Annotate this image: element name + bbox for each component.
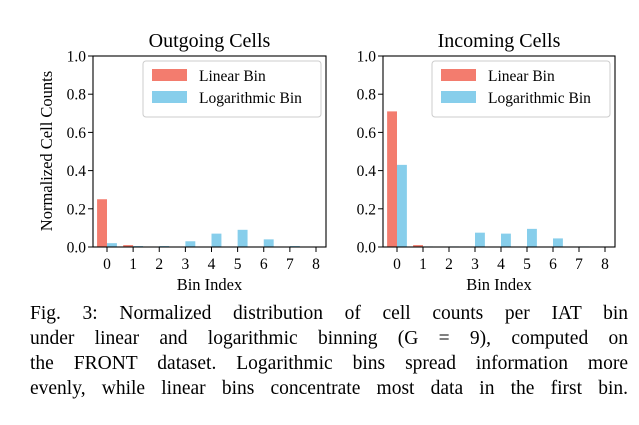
x-tick-label: 6 bbox=[260, 256, 268, 273]
y-tick-label: 0.6 bbox=[357, 125, 377, 142]
y-axis-label: Normalized Cell Counts bbox=[37, 71, 56, 231]
bar-linear-bin bbox=[413, 245, 423, 247]
caption-line: the FRONT dataset. Logarithmic bins spre… bbox=[30, 353, 628, 374]
bar-logarithmic-bin bbox=[185, 241, 196, 247]
bar-logarithmic-bin bbox=[501, 233, 511, 247]
x-tick-label: 5 bbox=[523, 256, 531, 273]
x-axis-label: Bin Index bbox=[177, 275, 243, 294]
y-tick-label: 0.4 bbox=[357, 163, 377, 180]
x-tick-label: 7 bbox=[286, 256, 294, 273]
bar-logarithmic-bin bbox=[475, 232, 485, 247]
y-tick-label: 1.0 bbox=[357, 49, 377, 66]
figure-caption: Fig. 3: Normalized distribution of cell … bbox=[30, 301, 628, 401]
legend-swatch bbox=[152, 69, 187, 81]
x-tick-label: 0 bbox=[103, 256, 111, 273]
x-tick-label: 6 bbox=[549, 256, 557, 273]
legend-box bbox=[431, 60, 611, 118]
y-tick-label: 0.8 bbox=[357, 87, 377, 104]
x-tick-label: 7 bbox=[575, 256, 583, 273]
y-tick-label: 0.2 bbox=[67, 201, 86, 218]
axes-frame bbox=[382, 55, 616, 248]
caption-line: Fig. 3: Normalized distribution of cell … bbox=[30, 303, 628, 324]
x-tick-label: 3 bbox=[182, 256, 190, 273]
x-tick-label: 3 bbox=[471, 256, 479, 273]
bar-logarithmic-bin bbox=[263, 239, 274, 247]
y-tick-label: 0.8 bbox=[67, 87, 87, 104]
y-tick-label: 1.0 bbox=[67, 49, 87, 66]
panel-title: Incoming Cells bbox=[438, 30, 561, 52]
bar-logarithmic-bin bbox=[107, 243, 117, 247]
x-tick-label: 8 bbox=[601, 256, 609, 273]
legend-label: Linear Bin bbox=[199, 68, 266, 85]
y-tick-label: 0.0 bbox=[67, 240, 87, 257]
legend-label: Logarithmic Bin bbox=[199, 90, 302, 107]
legend-swatch bbox=[152, 91, 187, 103]
legend-swatch bbox=[441, 91, 476, 103]
x-tick-label: 1 bbox=[129, 256, 137, 273]
legend-box bbox=[142, 60, 322, 118]
y-tick-label: 0.4 bbox=[67, 163, 87, 180]
x-tick-label: 2 bbox=[445, 256, 453, 273]
legend-swatch bbox=[441, 69, 476, 81]
bar-logarithmic-bin bbox=[211, 233, 222, 247]
y-tick-label: 0.2 bbox=[357, 201, 376, 218]
x-tick-label: 4 bbox=[208, 256, 216, 273]
panel-incoming: Incoming Cells 0.0 0.2 0.4 0.6 0.8 1.0 0 1 2 3 4 5 6 7… bbox=[357, 30, 616, 294]
axes-frame bbox=[92, 55, 327, 248]
caption-line: evenly, while linear bins concentrate mo… bbox=[30, 378, 628, 399]
caption-line: under linear and logarithmic binning (G … bbox=[30, 328, 628, 349]
legend-label: Linear Bin bbox=[488, 68, 555, 85]
chart-area: Normalized Cell Counts Outgoing Cells 0.0… bbox=[37, 30, 616, 294]
x-tick-label: 5 bbox=[234, 256, 242, 273]
x-tick-label: 2 bbox=[155, 256, 163, 273]
bar-linear-bin bbox=[387, 111, 397, 247]
y-tick-label: 0.0 bbox=[357, 240, 377, 257]
figure: Normalized Cell Counts Outgoing Cells 0.0… bbox=[37, 30, 616, 294]
bar-linear-bin bbox=[123, 245, 134, 247]
x-tick-label: 1 bbox=[419, 256, 427, 273]
bar-logarithmic-bin bbox=[237, 229, 248, 247]
y-tick-label: 0.6 bbox=[67, 125, 87, 142]
panel-outgoing: Outgoing Cells 0.0 0.2 0.4 0.6 0.8 1.0 0 1 2 3 4 5 6 7… bbox=[67, 30, 327, 294]
x-axis-label: Bin Index bbox=[466, 275, 532, 294]
bar-linear-bin bbox=[97, 199, 107, 247]
x-tick-label: 8 bbox=[312, 256, 320, 273]
bar-logarithmic-bin bbox=[553, 238, 563, 247]
panel-title: Outgoing Cells bbox=[149, 30, 271, 52]
x-tick-label: 4 bbox=[497, 256, 505, 273]
bar-logarithmic-bin bbox=[527, 228, 537, 247]
x-tick-label: 0 bbox=[393, 256, 401, 273]
legend-label: Logarithmic Bin bbox=[488, 90, 591, 107]
bar-logarithmic-bin bbox=[397, 164, 407, 247]
